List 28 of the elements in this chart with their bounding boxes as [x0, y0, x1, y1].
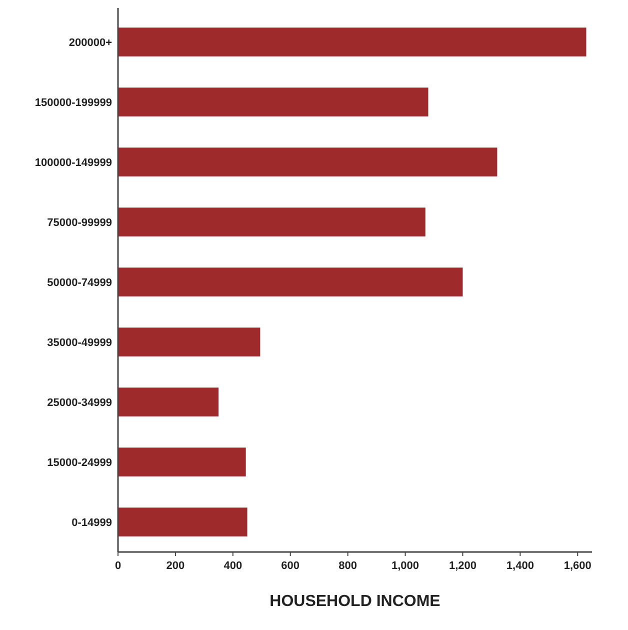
y-tick-label: 75000-99999: [47, 216, 112, 229]
bar: [118, 268, 463, 296]
x-tick-label: 600: [281, 560, 300, 572]
x-tick-label: 0: [114, 560, 122, 572]
y-tick-label: 25000-34999: [47, 396, 112, 409]
y-tick-label: 150000-199999: [34, 96, 112, 109]
bar: [118, 28, 586, 56]
y-tick-label: 15000-24999: [47, 456, 112, 469]
x-tick-label: 400: [224, 560, 242, 572]
x-tick-label: 1,200: [448, 560, 476, 572]
x-tick-label: 200: [166, 560, 185, 572]
x-tick-label: 1,400: [506, 560, 534, 572]
bar: [118, 388, 219, 416]
x-tick-label: 1,000: [392, 560, 420, 572]
y-tick-label: 100000-149999: [34, 156, 112, 169]
bar: [118, 448, 246, 476]
y-tick-label: 0-14999: [72, 516, 112, 529]
x-tick-label: 800: [338, 560, 357, 572]
y-tick-label: 200000+: [68, 36, 112, 49]
bar: [118, 148, 498, 176]
bar: [118, 88, 428, 116]
bar: [118, 508, 248, 536]
y-tick-label: 35000-49999: [47, 336, 112, 349]
bar: [118, 328, 260, 356]
x-axis-title: HOUSEHOLD INCOME: [270, 593, 441, 610]
bar: [118, 208, 426, 236]
y-tick-label: 50000-74999: [47, 276, 112, 289]
x-tick-label: 1,600: [564, 560, 592, 572]
